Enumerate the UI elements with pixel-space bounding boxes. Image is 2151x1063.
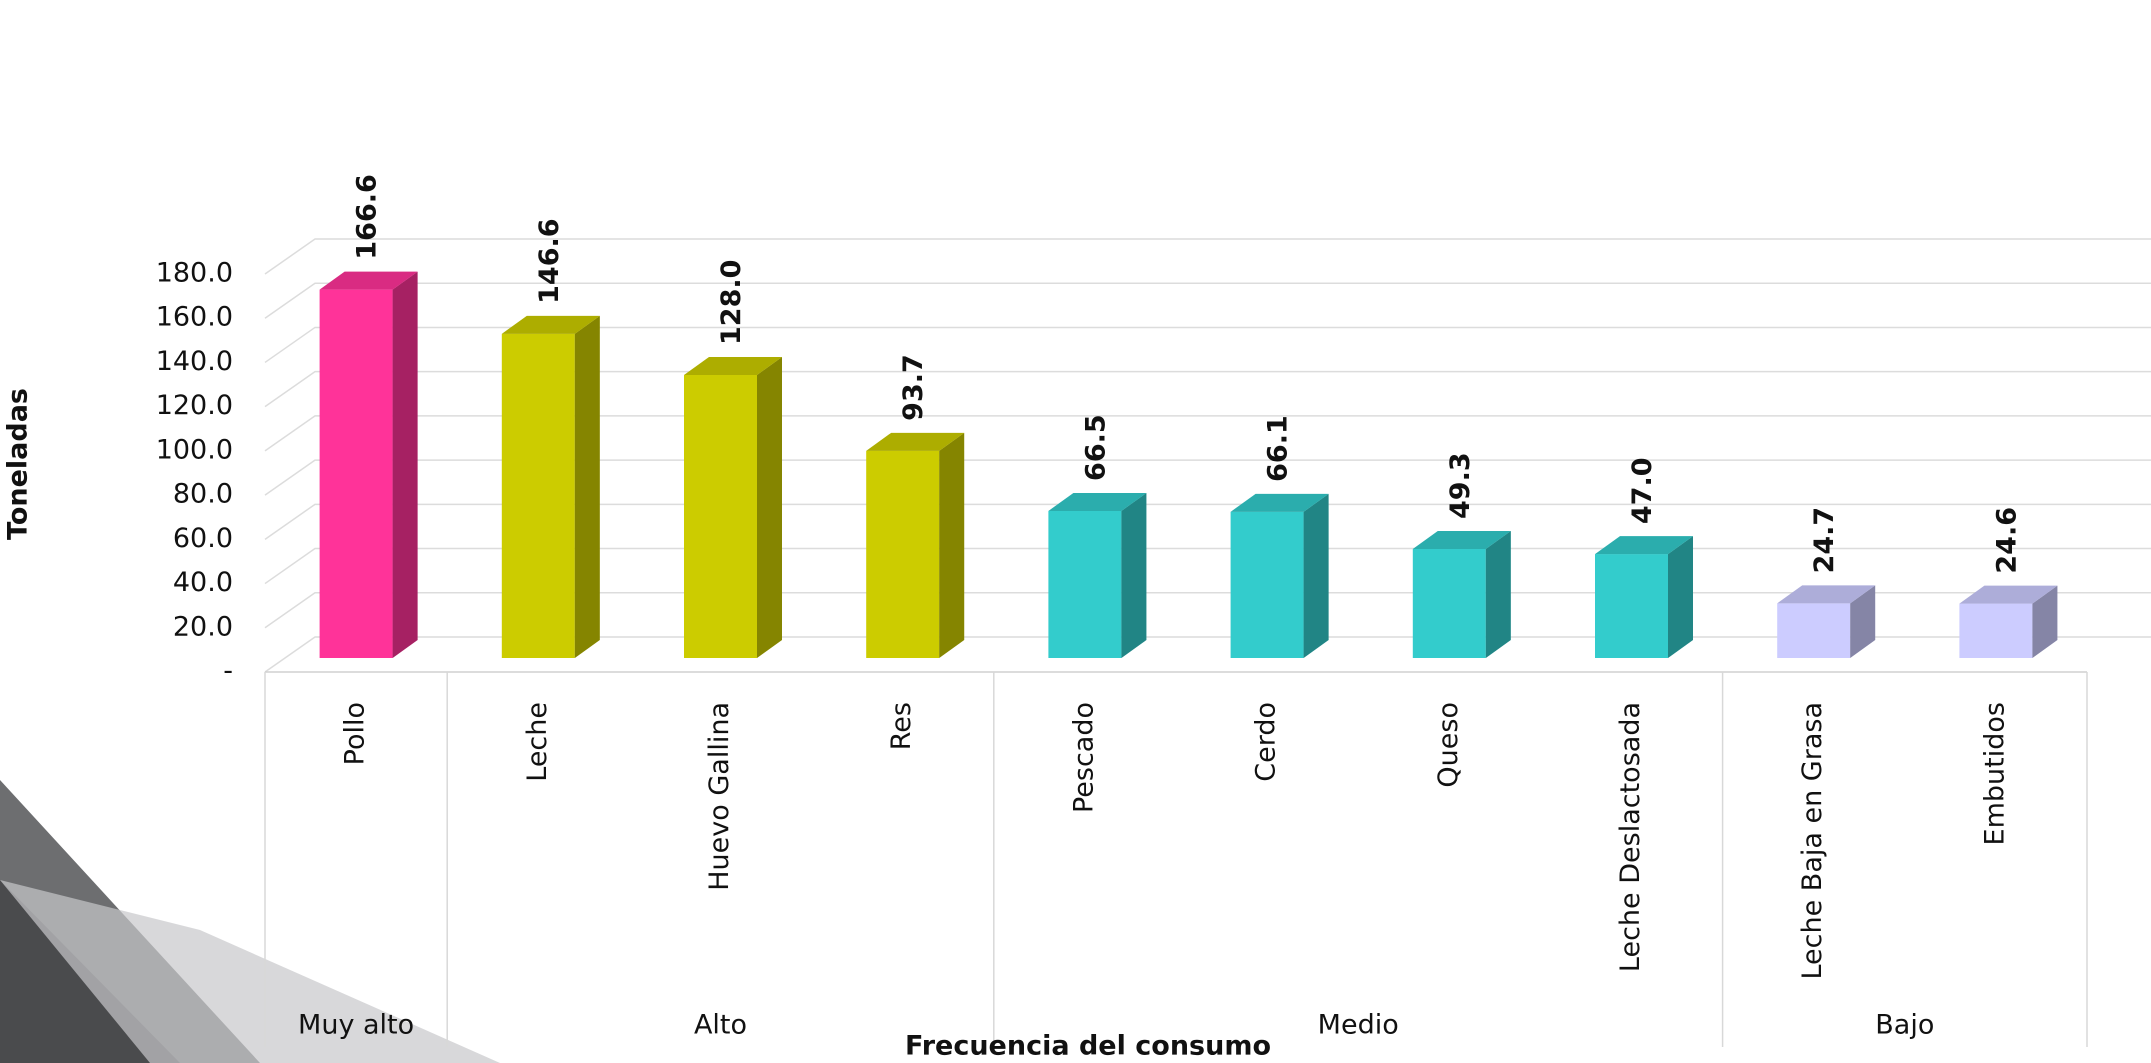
x-tick-label: Pescado xyxy=(1068,702,1099,813)
bar xyxy=(320,290,393,658)
bar xyxy=(1231,512,1304,658)
bar-side-shade xyxy=(393,272,418,658)
y-tick-label: 160.0 xyxy=(156,302,233,333)
bar xyxy=(1959,604,2032,658)
y-tick-label: 180.0 xyxy=(156,258,233,289)
bar xyxy=(1413,549,1486,658)
bar xyxy=(866,451,939,658)
x-tick-label: Huevo Gallina xyxy=(704,702,735,891)
y-axis-title: Toneladas xyxy=(3,388,34,540)
chart: Toneladas - 20.0 40.0 60.0 80.0 100.0 120.0 140… xyxy=(0,0,2151,1063)
bar xyxy=(684,375,757,658)
value-label: 24.6 xyxy=(1991,507,2022,574)
bar xyxy=(1595,554,1668,658)
y-tick-label: 80.0 xyxy=(173,479,233,510)
x-tick-label: Leche Baja en Grasa xyxy=(1797,702,1828,980)
group-label: Muy alto xyxy=(298,1010,414,1041)
value-label: 47.0 xyxy=(1627,457,1658,524)
x-axis-title: Frecuencia del consumo xyxy=(905,1031,1271,1062)
bar-side-shade xyxy=(1486,531,1511,658)
y-tick-label: 60.0 xyxy=(173,523,233,554)
x-tick-label: Pollo xyxy=(340,702,371,765)
y-tick-label: 40.0 xyxy=(173,567,233,598)
x-tick-label: Leche xyxy=(522,702,553,782)
value-label: 66.5 xyxy=(1080,414,1111,481)
bar xyxy=(1777,603,1850,658)
x-tick-label: Embutidos xyxy=(1979,702,2010,845)
value-label: 24.7 xyxy=(1809,507,1840,574)
group-label: Alto xyxy=(694,1010,747,1041)
x-tick-label: Leche Deslactosada xyxy=(1615,702,1646,972)
y-tick-label: 120.0 xyxy=(156,390,233,421)
bar-side-shade xyxy=(1121,493,1146,658)
value-label: 166.6 xyxy=(352,174,383,259)
bar xyxy=(502,334,575,658)
bar-side-shade xyxy=(757,357,782,658)
bar-side-shade xyxy=(1304,494,1329,658)
y-tick-label: - xyxy=(223,656,233,687)
bar-side-shade xyxy=(575,316,600,658)
value-label: 66.1 xyxy=(1263,415,1294,482)
group-label: Medio xyxy=(1318,1010,1399,1041)
x-tick-label: Cerdo xyxy=(1251,702,1282,782)
value-label: 93.7 xyxy=(898,354,929,421)
bar-side-shade xyxy=(939,433,964,658)
x-tick-label: Res xyxy=(886,702,917,750)
bar xyxy=(1048,511,1121,658)
x-tick-label: Queso xyxy=(1433,702,1464,788)
bar-side-shade xyxy=(1668,536,1693,658)
y-tick-label: 20.0 xyxy=(173,611,233,642)
y-tick-label: 140.0 xyxy=(156,346,233,377)
y-tick-label: 100.0 xyxy=(156,434,233,465)
value-label: 49.3 xyxy=(1445,452,1476,519)
value-label: 146.6 xyxy=(534,218,565,303)
value-label: 128.0 xyxy=(716,260,747,345)
group-label: Bajo xyxy=(1875,1010,1934,1041)
